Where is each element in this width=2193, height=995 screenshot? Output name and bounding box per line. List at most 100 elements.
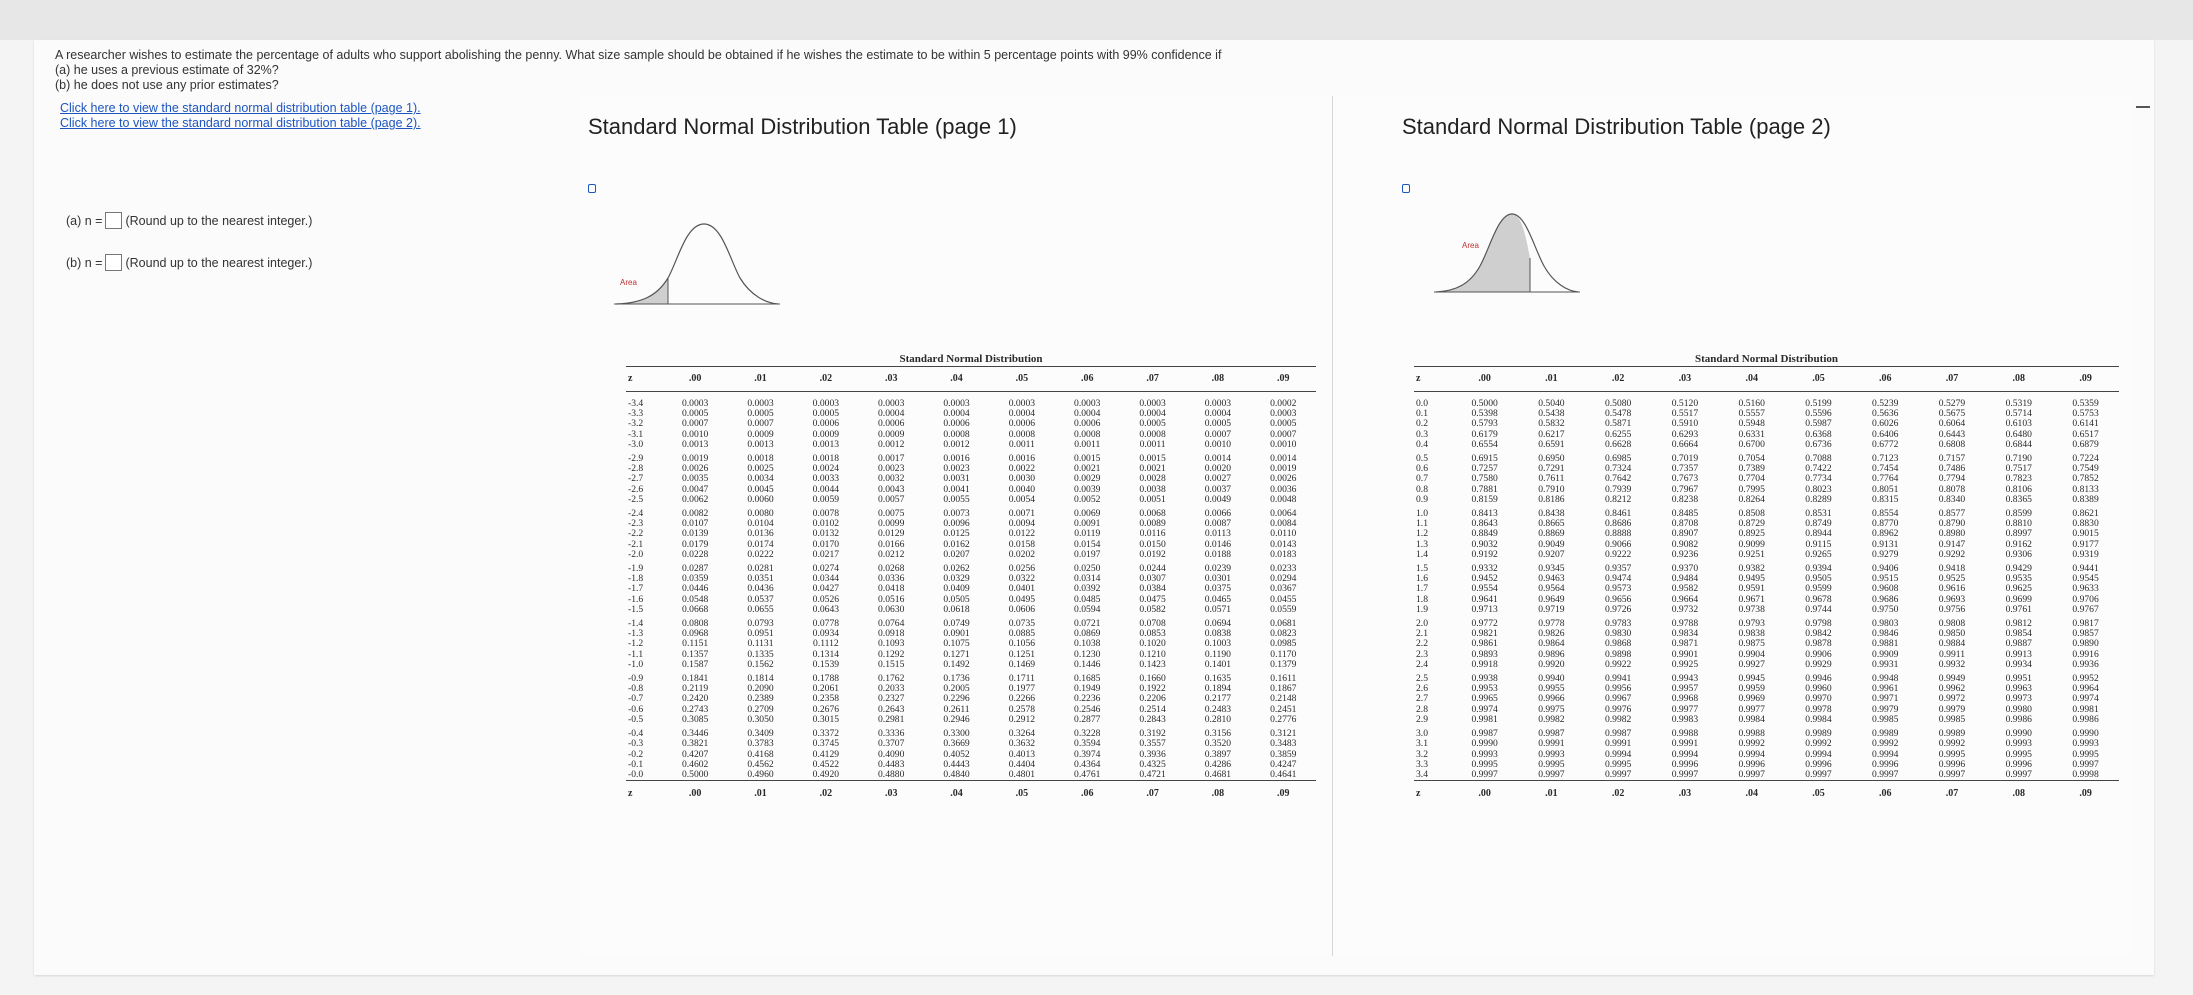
- minimize-icon[interactable]: [2136, 106, 2150, 108]
- z-value: 3.1: [1416, 739, 1428, 750]
- table-cell: 0.9983: [1671, 714, 1699, 725]
- table-cell: 0.2776: [1270, 714, 1297, 725]
- z-value: -2.8: [628, 464, 644, 475]
- table-cell: 0.0268: [878, 564, 905, 575]
- table-cell: 0.9788: [1671, 619, 1699, 630]
- table-cell: 0.0516: [878, 594, 905, 605]
- table-cell: 0.0014: [1270, 454, 1297, 465]
- table-row: 3.0 0.9987 0.9987 0.9987 0.9988 0.9988 0.9989 0…: [1414, 729, 2119, 739]
- z-value: -1.6: [628, 594, 644, 605]
- table-cell: 0.0034: [747, 474, 774, 485]
- table-cell: 0.9099: [1738, 539, 1765, 550]
- table-cell: 0.2148: [1270, 694, 1297, 705]
- column-header: .04: [950, 373, 963, 384]
- table-cell: 0.0020: [1204, 464, 1232, 475]
- table-cell: 0.0018: [747, 454, 774, 465]
- table-cell: 0.0122: [1008, 529, 1036, 540]
- table-row: -0.8 0.2119 0.2090 0.2061 0.2033 0.2005 0.1977…: [626, 684, 1316, 694]
- table-cell: 0.2033: [878, 684, 905, 695]
- answer-b-input[interactable]: [105, 254, 123, 271]
- table-cell: 0.0003: [1074, 399, 1101, 409]
- table-cell: 0.3897: [1204, 749, 1232, 760]
- table-cell: 0.3192: [1139, 729, 1166, 740]
- table-cell: 0.0003: [1204, 399, 1232, 409]
- table-cell: 0.0010: [681, 429, 709, 440]
- table-cell: 0.9881: [1872, 639, 1899, 650]
- table-row: 0.3 0.6179 0.6217 0.6255 0.6293 0.6331 0.6368 0…: [1414, 430, 2119, 440]
- table-cell: 0.7257: [1471, 464, 1498, 475]
- table-cell: 0.0068: [1139, 509, 1166, 520]
- table-cell: 0.5000: [1471, 399, 1498, 409]
- table-cell: 0.0019: [1270, 464, 1297, 475]
- answer-b-row: (b) n = (Round up to the nearest integer…: [66, 254, 312, 271]
- z-value: -1.2: [628, 639, 644, 650]
- table-cell: 0.5753: [2072, 409, 2099, 420]
- table-cell: 0.4207: [681, 749, 709, 760]
- table-cell: 0.1170: [1270, 649, 1297, 660]
- column-footer: .04: [1745, 788, 1758, 800]
- table-row: -1.1 0.1357 0.1335 0.1314 0.1292 0.1271 0.1251…: [626, 650, 1316, 660]
- table-cell: 0.5040: [1538, 399, 1565, 409]
- table-cell: 0.1314: [812, 649, 840, 660]
- z-value: -0.0: [628, 769, 644, 780]
- z-value: 2.0: [1416, 619, 1428, 630]
- table-cell: 0.9726: [1604, 604, 1632, 615]
- table-cell: 0.9963: [2005, 684, 2032, 695]
- table-row: 2.0 0.9772 0.9778 0.9783 0.9788 0.9793 0.9798 0…: [1414, 619, 2119, 629]
- z-value: 2.4: [1416, 659, 1428, 670]
- table-cell: 0.3446: [681, 729, 709, 740]
- z-value: 2.9: [1416, 714, 1428, 725]
- table-cell: 0.9996: [1938, 759, 1966, 770]
- z-value: -1.1: [628, 649, 644, 660]
- table-cell: 0.1038: [1074, 639, 1101, 650]
- table-cell: 0.9131: [1872, 539, 1899, 550]
- table-row: -0.2 0.4207 0.4168 0.4129 0.4090 0.4052 0.4013…: [626, 750, 1316, 760]
- table-cell: 0.1271: [943, 649, 970, 660]
- table-cell: 0.8665: [1538, 519, 1565, 530]
- table-cell: 0.7881: [1471, 484, 1498, 495]
- z-column-header: z: [1416, 373, 1421, 384]
- table-cell: 0.1469: [1008, 659, 1036, 670]
- z-value: 0.3: [1416, 429, 1428, 440]
- answer-a-input[interactable]: [105, 212, 123, 229]
- table-page1-link[interactable]: Click here to view the standard normal d…: [60, 101, 421, 115]
- table-cell: 0.9989: [1872, 729, 1899, 740]
- table-page2-link[interactable]: Click here to view the standard normal d…: [60, 116, 421, 130]
- table-cell: 0.2236: [1074, 694, 1101, 705]
- z-value: 0.1: [1416, 409, 1428, 420]
- table-cell: 0.7734: [1805, 474, 1832, 485]
- table-cell: 0.0003: [747, 399, 774, 409]
- table-cell: 0.0024: [812, 464, 840, 475]
- z-value: 1.1: [1416, 519, 1428, 530]
- table-cell: 0.2119: [682, 684, 709, 695]
- table-cell: 0.1515: [878, 659, 905, 670]
- table-cell: 0.9979: [1938, 704, 1966, 715]
- table-cell: 0.9978: [1805, 704, 1832, 715]
- table-cell: 0.9974: [2072, 694, 2099, 705]
- z-value: 1.0: [1416, 509, 1428, 520]
- table-cell: 0.9871: [1671, 639, 1699, 650]
- table-cell: 0.6179: [1471, 429, 1498, 440]
- table-cell: 0.0643: [812, 604, 840, 615]
- table-row: 1.6 0.9452 0.9463 0.9474 0.9484 0.9495 0.9505 0…: [1414, 574, 2119, 584]
- table-row: 2.2 0.9861 0.9864 0.9868 0.9871 0.9875 0.9878 0…: [1414, 639, 2119, 649]
- table-cell: 0.4920: [812, 769, 840, 780]
- table-row: 0.2 0.5793 0.5832 0.5871 0.5910 0.5948 0.5987 0…: [1414, 419, 2119, 429]
- table-cell: 0.2946: [943, 714, 970, 725]
- table-cell: 0.8508: [1738, 509, 1765, 520]
- table-cell: 0.0162: [943, 539, 970, 550]
- table-cell: 0.1423: [1139, 659, 1166, 670]
- table-cell: 0.0007: [681, 419, 709, 430]
- table-cell: 0.9982: [1604, 714, 1632, 725]
- column-footer: .09: [1277, 788, 1290, 800]
- table-cell: 0.5359: [2072, 399, 2099, 409]
- table-cell: 0.0012: [943, 439, 970, 450]
- table-cell: 0.9564: [1538, 584, 1565, 595]
- table-cell: 0.4761: [1074, 769, 1101, 780]
- z-value: 0.4: [1416, 439, 1428, 450]
- table-cell: 0.4681: [1204, 769, 1232, 780]
- table-cell: 0.9756: [1938, 604, 1966, 615]
- table-cell: 0.7291: [1538, 464, 1565, 475]
- table-row: -1.8 0.0359 0.0351 0.0344 0.0336 0.0329 0.0322…: [626, 574, 1316, 584]
- table-cell: 0.0014: [1204, 454, 1232, 465]
